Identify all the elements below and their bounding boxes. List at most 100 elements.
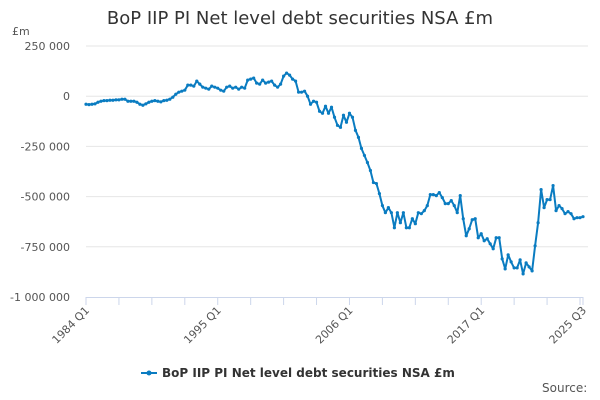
y-tick-label: -750 000 [21, 241, 70, 254]
data-point [117, 98, 121, 102]
x-tick-label: 2017 Q1 [445, 304, 488, 347]
y-tick-label: -250 000 [21, 140, 70, 153]
data-point [276, 85, 280, 89]
data-point [374, 181, 379, 186]
data-point [290, 77, 295, 81]
chart-title: BoP IIP PI Net level debt securities NSA… [106, 8, 494, 29]
data-point [491, 247, 495, 251]
data-point [503, 267, 507, 271]
data-point [213, 85, 217, 89]
data-point [509, 260, 513, 264]
data-point [150, 99, 154, 103]
data-point [407, 226, 411, 230]
data-point [305, 94, 310, 98]
data-point [147, 100, 151, 104]
data-point [320, 111, 325, 115]
data-point [437, 190, 441, 195]
data-point [464, 234, 468, 238]
y-axis-unit-label: £m [12, 25, 30, 38]
data-point [389, 211, 393, 215]
data-point [231, 86, 235, 90]
data-point [506, 253, 510, 257]
data-point [563, 212, 567, 216]
data-point [536, 221, 540, 225]
data-point [422, 209, 426, 213]
data-point [398, 221, 402, 225]
data-point [413, 222, 417, 226]
data-point [240, 85, 244, 89]
data-point [344, 120, 349, 124]
data-point [551, 183, 555, 188]
data-point [449, 199, 453, 203]
data-point [425, 204, 429, 208]
data-point [521, 272, 525, 276]
data-point [365, 160, 370, 165]
data-point [392, 226, 396, 230]
data-point [308, 102, 313, 106]
data-point [527, 265, 531, 269]
data-point [377, 191, 382, 196]
data-point [207, 87, 211, 91]
data-point [105, 99, 109, 103]
legend-marker-symbol [146, 370, 152, 376]
data-point [225, 85, 229, 89]
x-tick-label: 2006 Q1 [313, 304, 356, 347]
data-point [395, 211, 399, 215]
data-point [560, 207, 564, 211]
legend-item-label: BoP IIP PI Net level debt securities NSA… [162, 366, 455, 380]
data-point [219, 88, 223, 92]
data-point [189, 83, 193, 87]
data-point [177, 90, 181, 94]
data-point [569, 212, 573, 216]
data-point [261, 78, 265, 82]
data-point [246, 78, 250, 82]
data-point [338, 125, 343, 129]
data-point [557, 204, 561, 208]
data-point [96, 100, 100, 104]
data-point [452, 204, 456, 208]
data-point [323, 104, 328, 108]
data-point [518, 258, 522, 262]
data-point [362, 153, 367, 158]
data-point [264, 81, 268, 85]
data-point [359, 146, 364, 151]
data-point [102, 99, 106, 103]
data-point [494, 236, 498, 240]
data-point [299, 90, 304, 94]
data-point [302, 89, 307, 93]
data-point [353, 128, 358, 132]
data-point [135, 100, 139, 104]
data-point [192, 84, 196, 88]
data-point [144, 102, 148, 106]
data-point [138, 102, 142, 106]
data-point [380, 204, 385, 208]
data-point [524, 261, 528, 265]
data-point [153, 99, 157, 103]
data-point [482, 239, 486, 243]
data-point [545, 198, 549, 202]
data-point [165, 98, 169, 102]
data-point [500, 257, 504, 261]
data-point [252, 76, 256, 80]
data-point [168, 97, 172, 101]
data-point [317, 109, 322, 113]
data-point [479, 232, 483, 236]
data-point [572, 217, 576, 221]
data-point [341, 113, 346, 117]
data-point [416, 211, 420, 215]
data-point [512, 266, 516, 270]
data-point [210, 84, 214, 88]
data-point [141, 103, 145, 107]
data-point [581, 215, 585, 219]
data-point [258, 82, 262, 86]
data-point [234, 85, 238, 89]
data-point [431, 192, 435, 197]
x-tick-label: 1984 Q1 [50, 304, 93, 347]
data-point [201, 85, 205, 89]
data-point [255, 81, 259, 85]
data-point [129, 99, 133, 103]
data-point [386, 206, 390, 210]
source-label: Source: [542, 381, 588, 395]
y-tick-label: -1 000 000 [10, 291, 70, 304]
data-point [159, 100, 163, 104]
